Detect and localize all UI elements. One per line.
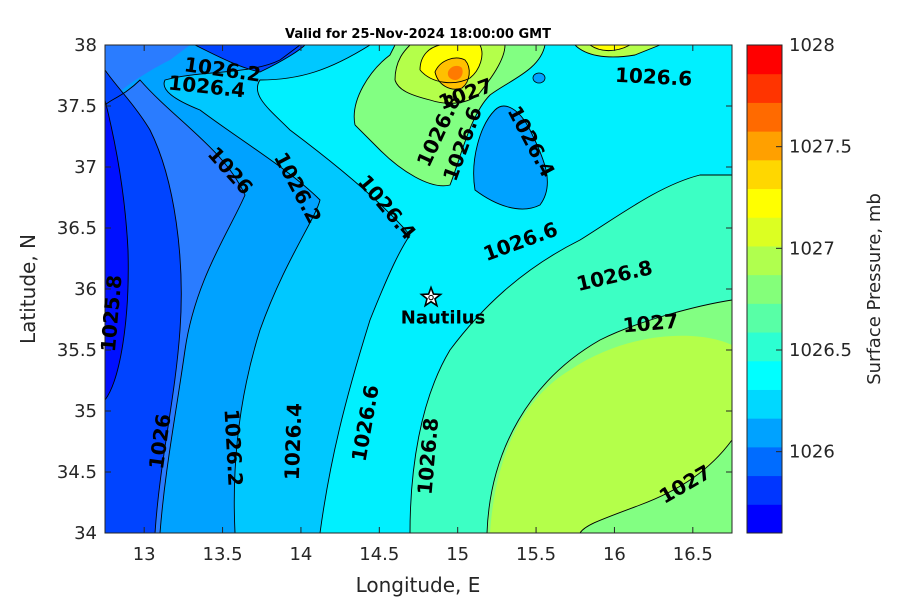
- y-tick-label: 34.5: [57, 462, 97, 483]
- x-tick-label: 15: [446, 544, 469, 565]
- y-tick-label: 36.5: [57, 218, 97, 239]
- colorbar-swatch: [747, 188, 782, 218]
- colorbar-swatch: [747, 274, 782, 304]
- x-axis-label: Longitude, E: [356, 573, 481, 597]
- y-tick-label: 34: [74, 523, 97, 544]
- colorbar-tick-label: 1026: [789, 442, 835, 463]
- marker-center: [428, 294, 434, 301]
- chart-title: Valid for 25-Nov-2024 18:00:00 GMT: [285, 27, 551, 42]
- x-tick-label: 16.5: [673, 544, 713, 565]
- band-topleft-blue: [195, 45, 305, 72]
- band-1027-2: [490, 335, 732, 533]
- colorbar-swatch: [747, 475, 782, 505]
- colorbar-tick-label: 1027.5: [789, 137, 852, 158]
- colorbar-swatch: [747, 504, 782, 534]
- colorbar-swatch: [747, 131, 782, 161]
- colorbar-swatch: [747, 159, 782, 190]
- colorbar-swatch: [747, 102, 782, 132]
- x-tick-label: 14: [289, 544, 312, 565]
- y-axis: 34 34.5 35 35.5 36 36.5 37 37.5 38: [57, 35, 732, 544]
- band-1025-8: [105, 70, 182, 533]
- x-tick-label: 16: [603, 544, 626, 565]
- y-tick-label: 37: [74, 157, 97, 178]
- colorbar-swatch: [747, 418, 782, 448]
- contour-plot: [105, 45, 732, 533]
- band-speck: [532, 72, 546, 84]
- colorbar-frame: [746, 44, 783, 534]
- contour-label: 1026.4: [280, 403, 307, 481]
- y-tick-label: 35: [74, 401, 97, 422]
- colorbar-swatch: [747, 360, 782, 390]
- x-axis: 13 13.5 14 14.5 15 15.5 16 16.5: [133, 45, 713, 565]
- band-blue-tongue: [473, 106, 548, 210]
- star-marker-icon: [419, 285, 443, 308]
- isolines: [105, 45, 732, 533]
- x-tick-label: 13.5: [203, 544, 243, 565]
- colorbar-swatch: [747, 245, 782, 276]
- y-axis-label: Latitude, N: [16, 234, 40, 344]
- band-1025-6: [105, 100, 129, 400]
- colorbar-label: Surface Pressure, mb: [864, 193, 885, 385]
- x-tick-label: 15.5: [516, 544, 556, 565]
- colorbar: 1026 1026.5 1027 1027.5 1028: [746, 35, 852, 534]
- site-marker: Nautilus: [401, 285, 486, 329]
- colorbar-swatch: [747, 45, 782, 75]
- colorbar-swatch: [747, 73, 782, 103]
- x-tick-label: 13: [133, 544, 156, 565]
- contour-label: 1026.6: [614, 63, 692, 91]
- contour-label: 1026.2: [220, 408, 248, 486]
- colorbar-swatch: [747, 303, 782, 333]
- y-tick-label: 38: [74, 35, 97, 56]
- band-north-core: [447, 65, 463, 80]
- colorbar-swatch: [747, 217, 782, 247]
- colorbar-swatch: [747, 389, 782, 419]
- marker-label: Nautilus: [401, 308, 486, 329]
- colorbar-tick-label: 1027: [789, 238, 835, 259]
- colorbar-tick-label: 1028: [789, 35, 835, 56]
- y-tick-label: 36: [74, 279, 97, 300]
- y-tick-label: 35.5: [57, 340, 97, 361]
- colorbar-swatch: [747, 332, 782, 362]
- colorbar-tick-label: 1026.5: [789, 340, 852, 361]
- x-tick-label: 14.5: [359, 544, 399, 565]
- y-tick-label: 37.5: [57, 96, 97, 117]
- contour-label: 1027: [622, 309, 680, 338]
